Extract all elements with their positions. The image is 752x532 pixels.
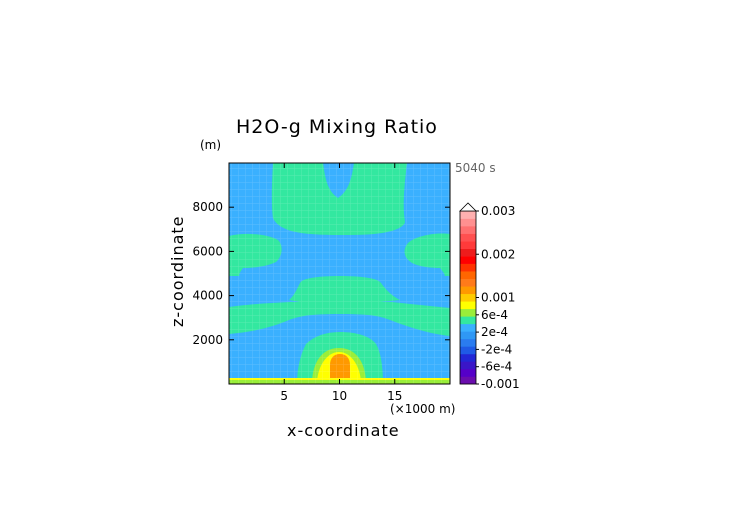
colorbar-label: -2e-4 xyxy=(481,342,512,356)
colorbar-swatch xyxy=(460,233,476,242)
time-label: 5040 s xyxy=(455,161,496,175)
axes-layer: 5 10 15 2000 4000 6000 8000 xyxy=(192,163,450,403)
colorbar-swatch xyxy=(460,353,476,362)
x-tick-label: 15 xyxy=(387,389,402,403)
colorbar-swatch xyxy=(460,211,476,219)
colorbar-swatch xyxy=(460,368,476,377)
x-unit-label: (×1000 m) xyxy=(390,402,456,416)
y-tick-label: 6000 xyxy=(192,244,223,258)
colorbar-swatch xyxy=(460,241,476,249)
y-tick-label: 2000 xyxy=(192,333,223,347)
field-layer xyxy=(229,163,450,384)
colorbar-swatch xyxy=(460,263,476,272)
colorbar-swatch xyxy=(460,308,476,317)
colorbar-swatch xyxy=(460,226,476,234)
colorbar-swatch xyxy=(460,248,476,257)
colorbar-swatch xyxy=(460,218,476,227)
colorbar-swatch xyxy=(460,286,476,295)
colorbar-label: -6e-4 xyxy=(481,360,512,374)
colorbar-swatch xyxy=(460,316,476,325)
colorbar-swatch xyxy=(460,293,476,302)
colorbar-swatch xyxy=(460,323,476,332)
x-tick-label: 10 xyxy=(332,389,347,403)
y-tick-label: 8000 xyxy=(192,200,223,214)
colorbar-swatch xyxy=(460,338,476,347)
colorbar-swatch xyxy=(460,278,476,287)
colorbar-swatch xyxy=(460,256,476,264)
x-axis-label: x-coordinate xyxy=(287,421,400,440)
colorbar-label: 6e-4 xyxy=(481,308,508,322)
colorbar-swatch xyxy=(460,346,476,355)
colorbar-swatch xyxy=(460,301,476,310)
colorbar-label: -0.001 xyxy=(481,377,520,391)
y-tick-label: 4000 xyxy=(192,289,223,303)
colorbar-label: 0.002 xyxy=(481,247,515,261)
colorbar-top-arrow xyxy=(459,202,477,212)
colorbar-swatch xyxy=(460,376,476,385)
x-tick-label: 5 xyxy=(280,389,288,403)
colorbar-swatch xyxy=(460,331,476,340)
y-unit-label: (m) xyxy=(200,138,222,152)
chart-title: H2O-g Mixing Ratio xyxy=(236,116,438,138)
colorbar-label: 0.003 xyxy=(481,204,515,218)
colorbar-swatch xyxy=(460,361,476,370)
grid-overlay xyxy=(229,163,450,384)
colorbar-label: 0.001 xyxy=(481,291,515,305)
colorbar-swatch xyxy=(460,271,476,279)
colorbar-label: 2e-4 xyxy=(481,325,508,339)
colorbar: 0.003 0.002 0.001 6e-4 2e-4 -2e-4 -6e-4 -0.001 xyxy=(459,202,520,391)
